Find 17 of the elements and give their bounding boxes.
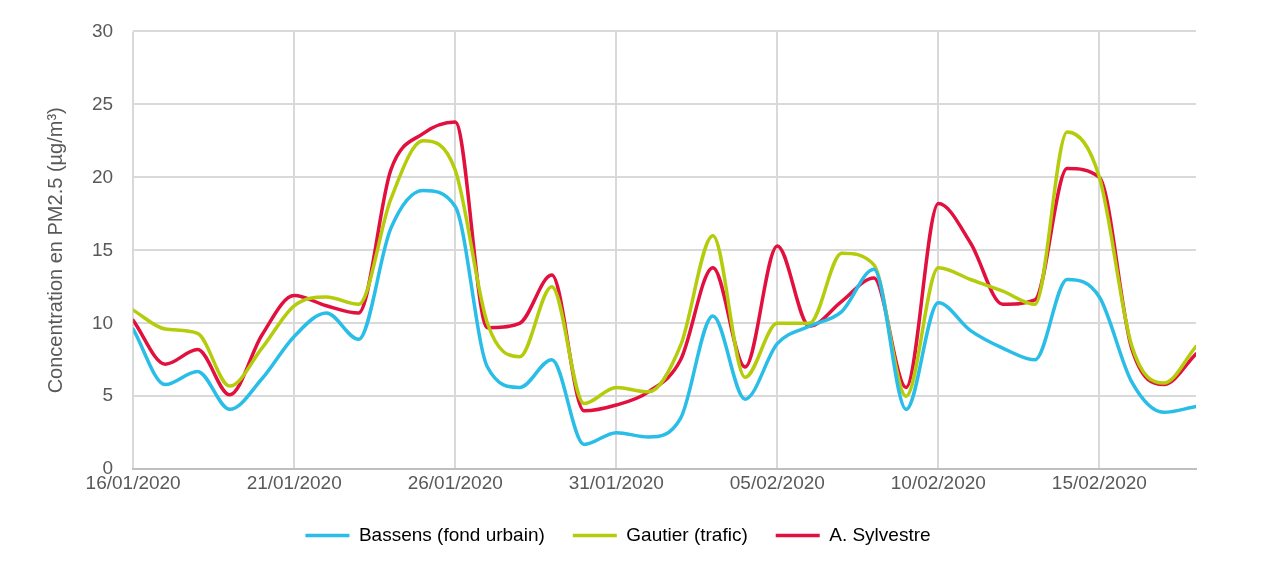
legend-label: Bassens (fond urbain) [358, 523, 545, 545]
y-tick-label: 5 [102, 384, 114, 406]
x-tick-label: 26/01/2020 [407, 471, 503, 493]
line-series [133, 188, 1196, 447]
legend-label: A. Sylvestre [829, 523, 931, 545]
y-tick-label: 20 [91, 165, 114, 187]
y-tick-label: 10 [91, 311, 114, 333]
y-tick-label: 30 [91, 19, 114, 41]
legend-label: Gautier (trafic) [626, 523, 748, 545]
x-tick-label: 15/02/2020 [1051, 471, 1147, 493]
x-tick-label: 10/02/2020 [890, 471, 986, 493]
y-axis-title: Concentration en PM2.5 (µg/m³) [43, 107, 66, 394]
x-tick-label: 05/02/2020 [729, 471, 825, 493]
y-tick-label: 15 [91, 238, 114, 260]
x-tick-label: 21/01/2020 [246, 471, 342, 493]
x-tick-label: 31/01/2020 [568, 471, 664, 493]
y-tick-label: 25 [91, 92, 114, 114]
